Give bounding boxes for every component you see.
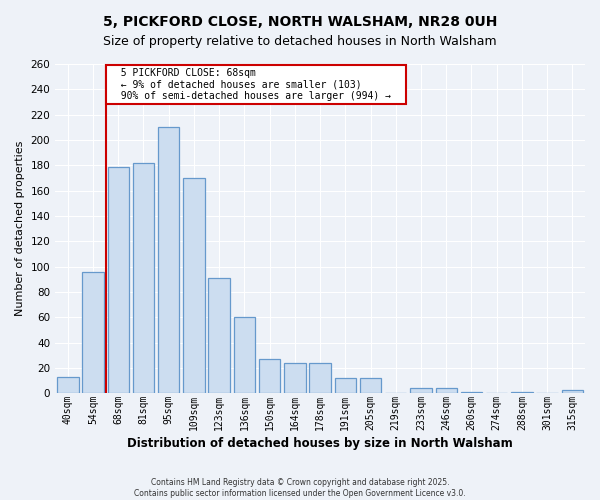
Text: 5, PICKFORD CLOSE, NORTH WALSHAM, NR28 0UH: 5, PICKFORD CLOSE, NORTH WALSHAM, NR28 0… <box>103 15 497 29</box>
Bar <box>310 363 331 394</box>
Bar <box>233 318 255 394</box>
Bar <box>562 390 583 394</box>
Bar <box>410 388 432 394</box>
Bar <box>284 363 305 394</box>
Bar <box>107 166 129 394</box>
Bar <box>133 163 154 394</box>
Bar <box>183 178 205 394</box>
Bar <box>208 278 230 394</box>
Bar <box>57 377 79 394</box>
Bar <box>158 128 179 394</box>
Text: 5 PICKFORD CLOSE: 68sqm
  ← 9% of detached houses are smaller (103)
  90% of sem: 5 PICKFORD CLOSE: 68sqm ← 9% of detached… <box>109 68 403 101</box>
Bar <box>436 388 457 394</box>
Bar <box>259 359 280 394</box>
Bar <box>82 272 104 394</box>
Bar <box>511 392 533 394</box>
Bar <box>335 378 356 394</box>
Bar <box>461 392 482 394</box>
X-axis label: Distribution of detached houses by size in North Walsham: Distribution of detached houses by size … <box>127 437 513 450</box>
Y-axis label: Number of detached properties: Number of detached properties <box>15 141 25 316</box>
Bar <box>360 378 381 394</box>
Text: Size of property relative to detached houses in North Walsham: Size of property relative to detached ho… <box>103 35 497 48</box>
Text: Contains HM Land Registry data © Crown copyright and database right 2025.
Contai: Contains HM Land Registry data © Crown c… <box>134 478 466 498</box>
